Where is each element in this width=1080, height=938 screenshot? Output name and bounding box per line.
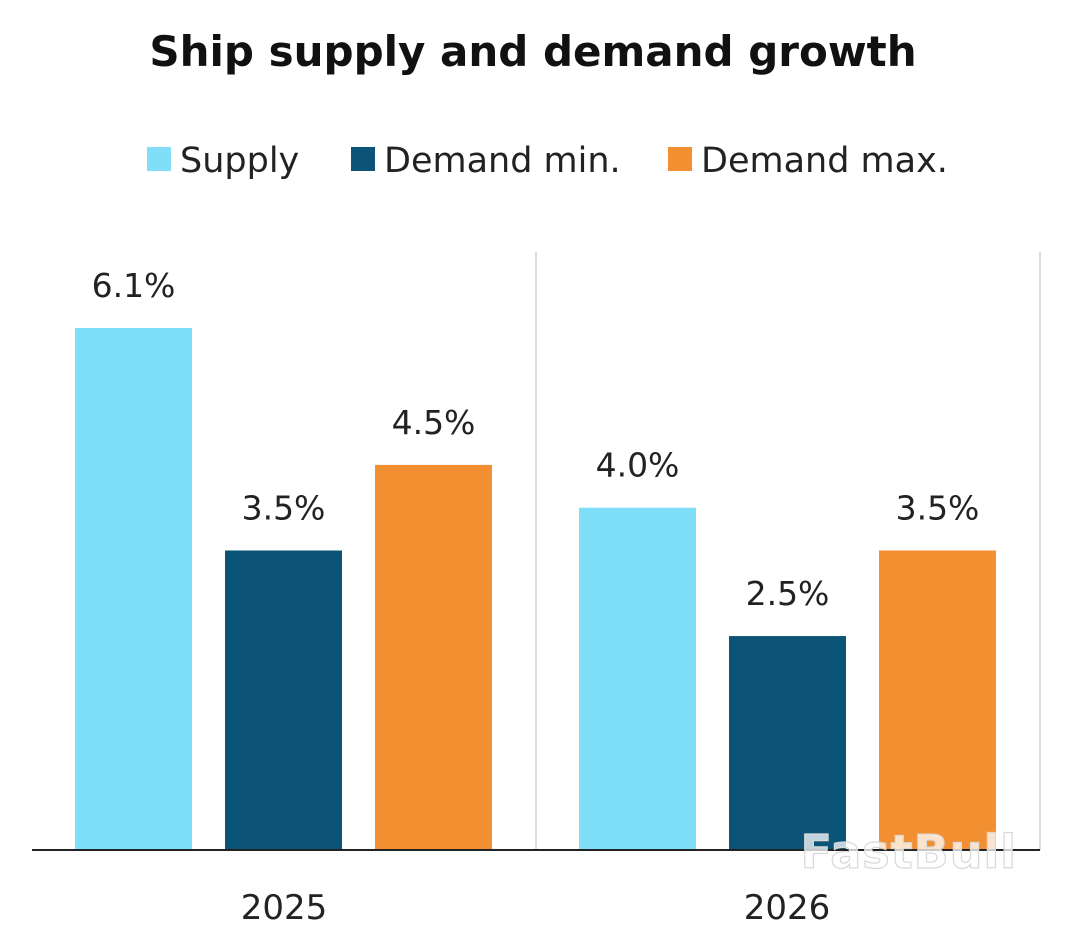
legend: Supply Demand min. Demand max. [147, 141, 948, 181]
bar-2025-0 [75, 328, 192, 850]
data-label-2026-2: 3.5% [896, 488, 980, 527]
x-tick-label-2026: 2026 [744, 888, 831, 928]
data-labels: 6.1% 3.5% 4.5% 4.0% 2.5% 3.5% [92, 266, 980, 613]
legend-label-1: Demand min. [384, 141, 621, 181]
chart-title: Ship supply and demand growth [149, 27, 916, 76]
data-label-2025-1: 3.5% [242, 488, 326, 527]
bar-2026-1 [729, 636, 846, 850]
legend-swatch-2 [668, 147, 692, 171]
bar-2026-0 [579, 507, 696, 850]
watermark: FastBull [801, 825, 1017, 879]
bar-2026-2 [879, 550, 996, 850]
data-label-2025-0: 6.1% [92, 266, 176, 305]
data-label-2026-0: 4.0% [596, 446, 680, 485]
legend-swatch-0 [147, 147, 171, 171]
bar-2025-2 [375, 464, 492, 850]
bar-2025-1 [225, 550, 342, 850]
bars [75, 328, 996, 850]
legend-swatch-1 [351, 147, 375, 171]
legend-label-0: Supply [180, 141, 299, 181]
legend-label-2: Demand max. [701, 141, 948, 181]
data-label-2026-1: 2.5% [746, 574, 830, 613]
data-label-2025-2: 4.5% [392, 403, 476, 442]
x-tick-label-2025: 2025 [241, 888, 328, 928]
x-axis-tick-labels: 2025 2026 [241, 888, 831, 928]
